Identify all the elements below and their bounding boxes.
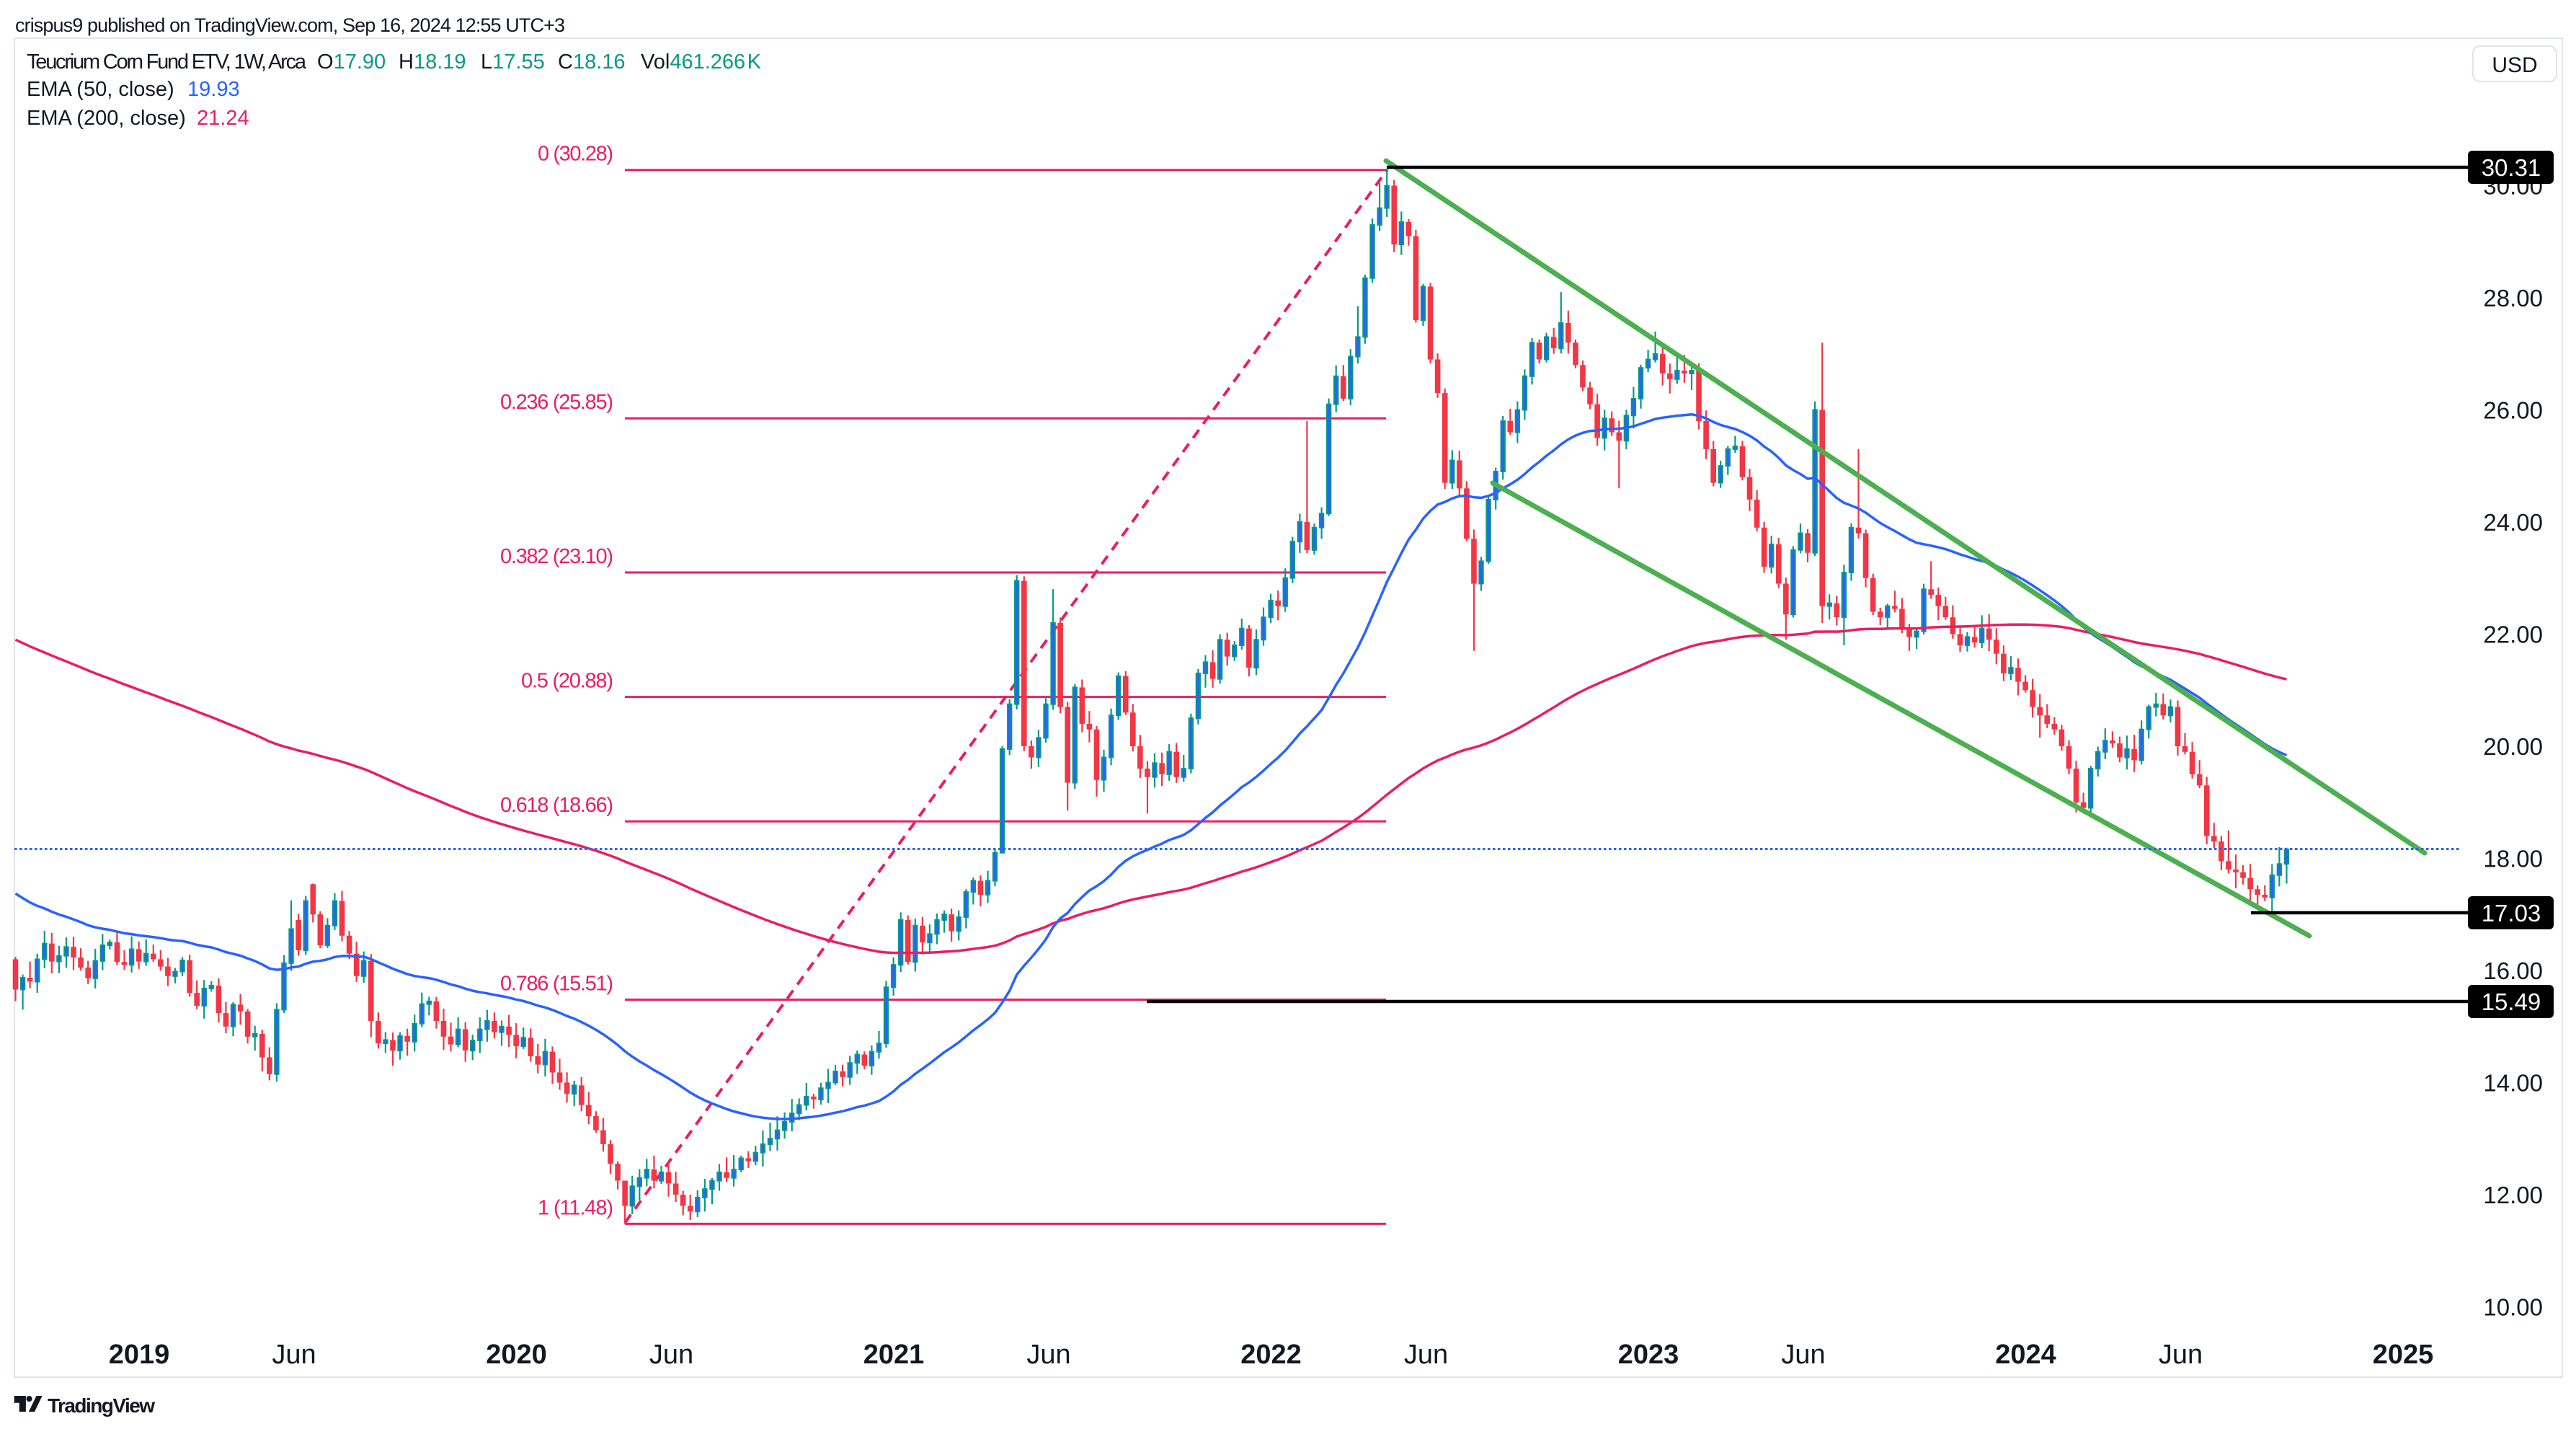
svg-text:22.00: 22.00 <box>2483 621 2543 648</box>
svg-text:2019: 2019 <box>109 1340 170 1370</box>
svg-text:12.00: 12.00 <box>2483 1182 2543 1208</box>
svg-text:1 (11.48): 1 (11.48) <box>538 1196 613 1219</box>
svg-text:0.382 (23.10): 0.382 (23.10) <box>500 545 613 568</box>
svg-text:C18.16: C18.16 <box>558 50 626 74</box>
svg-text:2025: 2025 <box>2373 1340 2434 1370</box>
svg-text:Jun: Jun <box>1026 1340 1070 1370</box>
svg-text:2022: 2022 <box>1240 1340 1302 1370</box>
svg-text:2020: 2020 <box>486 1340 547 1370</box>
svg-text:20.00: 20.00 <box>2483 733 2543 760</box>
svg-text:H18.19: H18.19 <box>399 50 466 74</box>
svg-text:Jun: Jun <box>649 1340 693 1370</box>
svg-text:TradingView: TradingView <box>48 1394 155 1417</box>
svg-text:24.00: 24.00 <box>2483 509 2543 536</box>
svg-text:21.24: 21.24 <box>197 107 249 130</box>
svg-text:14.00: 14.00 <box>2483 1070 2543 1097</box>
svg-text:0 (30.28): 0 (30.28) <box>538 143 613 166</box>
svg-text:Jun: Jun <box>272 1340 316 1370</box>
svg-text:0.786 (15.51): 0.786 (15.51) <box>500 973 613 996</box>
svg-text:EMA (200, close): EMA (200, close) <box>27 107 186 130</box>
svg-text:2024: 2024 <box>1995 1340 2056 1370</box>
svg-text:Vol461.266 K: Vol461.266 K <box>641 50 762 74</box>
svg-text:crispus9 published on TradingV: crispus9 published on TradingView.com, S… <box>15 14 565 36</box>
svg-text:USD: USD <box>2492 53 2537 77</box>
svg-text:18.00: 18.00 <box>2483 846 2543 872</box>
svg-text:17.03: 17.03 <box>2482 900 2541 926</box>
svg-text:Jun: Jun <box>2159 1340 2203 1370</box>
svg-text:2021: 2021 <box>863 1340 925 1370</box>
svg-text:16.00: 16.00 <box>2483 957 2543 984</box>
svg-text:L17.55: L17.55 <box>481 50 545 74</box>
svg-text:Jun: Jun <box>1404 1340 1448 1370</box>
svg-text:28.00: 28.00 <box>2483 285 2543 311</box>
svg-text:10.00: 10.00 <box>2483 1294 2543 1321</box>
svg-text:Teucrium Corn Fund ETV, 1W, Ar: Teucrium Corn Fund ETV, 1W, Arca <box>27 50 307 74</box>
svg-text:30.31: 30.31 <box>2482 154 2541 181</box>
svg-text:2023: 2023 <box>1618 1340 1679 1370</box>
svg-text:EMA (50, close): EMA (50, close) <box>27 78 174 101</box>
svg-text:0.5 (20.88): 0.5 (20.88) <box>521 670 613 693</box>
svg-text:O17.90: O17.90 <box>317 50 386 74</box>
svg-text:Jun: Jun <box>1781 1340 1825 1370</box>
svg-text:0.618 (18.66): 0.618 (18.66) <box>500 794 613 817</box>
svg-text:26.00: 26.00 <box>2483 397 2543 424</box>
svg-text:15.49: 15.49 <box>2482 988 2541 1015</box>
svg-text:0.236 (25.85): 0.236 (25.85) <box>500 391 613 414</box>
svg-text:19.93: 19.93 <box>187 78 240 101</box>
